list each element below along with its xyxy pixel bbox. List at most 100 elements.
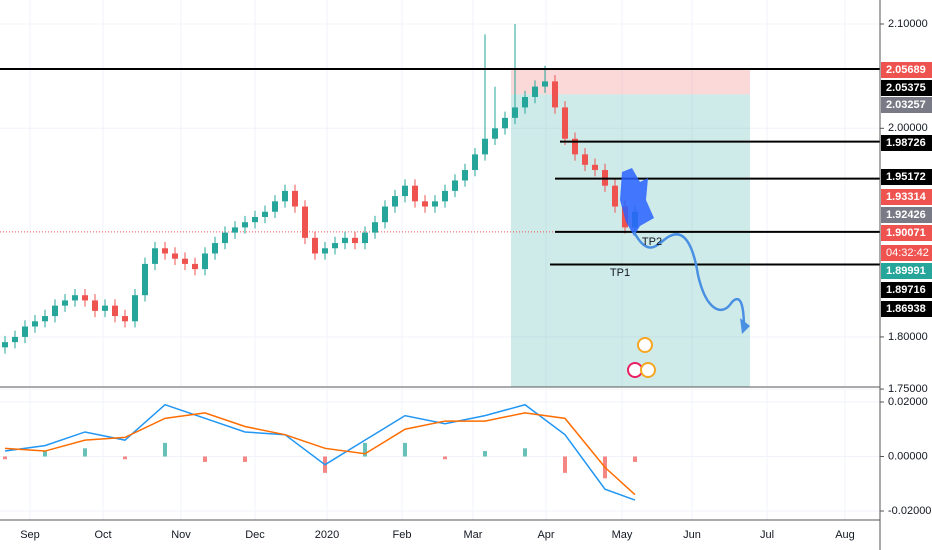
price-tag [881,282,932,298]
histogram-bar [123,456,127,460]
stop-zone [511,68,750,95]
candle-body [252,216,258,223]
histogram-bar [633,456,637,462]
candle-body [72,295,78,301]
candle-body [422,201,428,207]
candle-body [612,185,618,207]
histogram-bar [43,451,47,457]
candle-body [542,81,548,87]
candle-body [212,243,218,254]
price-tag-label: 1.93314 [886,191,927,203]
price-tag-label: 1.95172 [886,171,926,183]
candle-body [592,164,598,171]
price-tag [881,225,932,241]
candle-body [182,258,188,264]
candle-body [22,326,28,337]
price-tag [881,207,932,223]
candle-body [272,201,278,212]
countdown: 04:32:42 [886,247,929,259]
x-tick-label: Oct [94,529,111,541]
histogram-bar [243,456,247,462]
candle-body [452,180,458,191]
y-tick-label: 0.02000 [888,396,928,408]
candle-body [392,196,398,207]
candle-body [222,232,228,244]
macd-line [4,412,636,496]
candle-body [402,185,408,197]
candle-body [382,206,388,223]
candle-body [52,305,58,317]
x-tick-label: Jul [760,529,774,541]
candle-body [82,295,88,301]
candle-body [472,154,478,171]
candle-body [572,138,578,155]
price-tag-label: 1.89716 [886,284,926,296]
price-tag [881,169,932,185]
countdown-tag [881,245,932,261]
price-tag [881,263,932,279]
candle-body [482,138,488,155]
y-tick-label: 2.00000 [888,122,928,134]
y-tick-label: 0.00000 [888,450,928,462]
candle-body [522,97,528,108]
price-tag [881,97,932,113]
price-tag-label: 2.03257 [886,99,926,111]
candle-body [152,248,158,264]
candle-body [192,263,198,270]
x-tick-label: Sep [20,529,40,541]
price-tag-label: 1.90071 [886,227,926,239]
histogram-bar [483,451,487,457]
candle-body [442,190,448,202]
candle-body [92,300,98,311]
candle-body [282,190,288,202]
candle-body [532,86,538,98]
candle-body [512,107,518,118]
candle-body [292,190,298,207]
price-tag-label: 1.92426 [886,209,926,221]
candle-body [172,253,178,259]
event-icon [637,337,653,353]
candle-body [502,117,508,129]
candle-body [352,237,358,244]
price-tag-label: 2.05689 [886,64,926,76]
candle-body [582,154,588,165]
candle-body [162,248,168,254]
candle-body [302,206,308,238]
histogram-bar [163,442,167,457]
drawing [620,168,654,236]
candle-body [312,237,318,254]
x-tick-label: Nov [171,529,191,541]
y-tick-label: 2.10000 [888,18,928,30]
candle-body [262,211,268,217]
price-tag-label: 1.89991 [886,265,926,277]
x-tick-label: Jun [683,529,701,541]
candle-body [142,263,148,296]
x-tick-label: Mar [464,529,483,541]
price-tag [881,80,932,96]
histogram-bar [3,456,7,460]
y-tick-label: 1.80000 [888,331,928,343]
candle-body [412,185,418,202]
candle-body [202,253,208,270]
histogram-bar [363,442,367,457]
candle-body [562,107,568,139]
candle-body [232,227,238,233]
price-tag-label: 1.98726 [886,137,926,149]
histogram-bar [523,448,527,457]
event-icon [640,362,656,378]
target-zone [511,94,750,387]
candle-body [372,222,378,233]
candle-body [242,222,248,228]
candle-body [462,170,468,181]
candle-body [552,81,558,108]
candle-body [362,232,368,244]
event-icon [627,362,643,378]
x-tick-label: Apr [537,529,554,541]
x-tick-label: 2020 [315,529,339,541]
candle-body [132,295,138,322]
candle-body [102,305,108,311]
candle-body [432,201,438,207]
y-tick-label: -0.02000 [888,505,931,517]
price-tag-label: 2.05375 [886,82,926,94]
